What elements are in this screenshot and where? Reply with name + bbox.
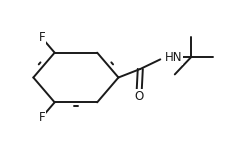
Text: O: O bbox=[134, 90, 143, 103]
Text: HN: HN bbox=[164, 51, 181, 64]
Text: F: F bbox=[38, 31, 45, 44]
Text: F: F bbox=[38, 111, 45, 124]
